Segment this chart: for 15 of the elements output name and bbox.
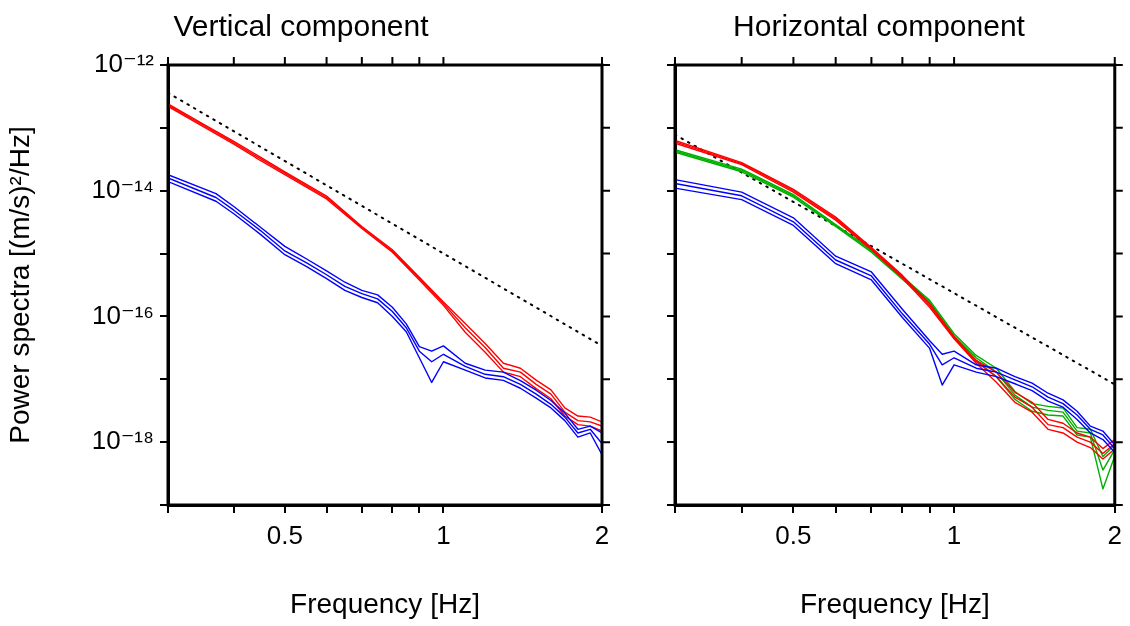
x-axis-title: Frequency [Hz] xyxy=(799,587,990,619)
x-tick-label: 2 xyxy=(1107,519,1122,550)
x-tick-label: 2 xyxy=(594,519,610,550)
x-tick-label: 1 xyxy=(436,519,451,550)
y-tick-label: 10⁻¹⁸ xyxy=(91,425,154,456)
y-tick-label: 10⁻¹⁶ xyxy=(91,299,154,330)
x-axis-title: Frequency [Hz] xyxy=(290,587,480,619)
y-axis-title: Power spectra [(m/s)²/Hz] xyxy=(3,126,35,444)
y-tick-label: 10⁻¹² xyxy=(94,48,155,79)
chart-title: Vertical component xyxy=(173,9,430,43)
x-tick-label: 0.5 xyxy=(775,519,812,550)
x-tick-label: 1 xyxy=(946,519,962,550)
chart-title: Horizontal component xyxy=(733,9,1026,43)
x-tick-label: 0.5 xyxy=(266,519,303,550)
y-tick-label: 10⁻¹⁴ xyxy=(91,173,154,204)
